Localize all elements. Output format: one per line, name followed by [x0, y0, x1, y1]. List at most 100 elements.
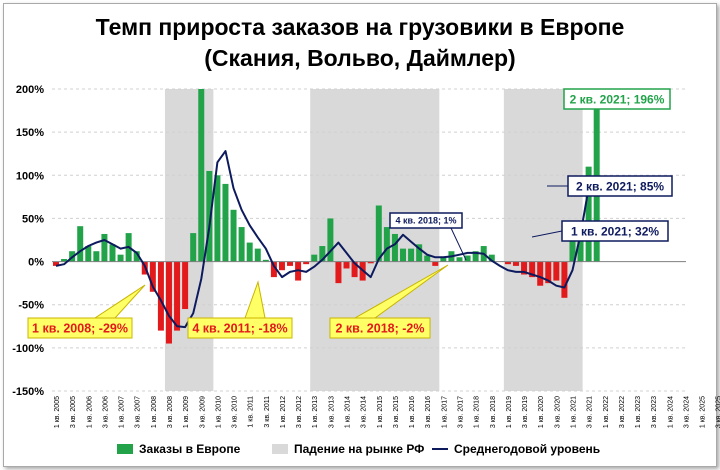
x-tick-label: 1 кв. 2023 — [635, 396, 642, 428]
legend-swatch — [117, 444, 133, 454]
order-bar — [117, 254, 124, 262]
order-bar — [383, 227, 390, 262]
order-bar — [585, 166, 592, 262]
label-2021q1-leader — [531, 230, 563, 238]
y-tick-label: -150% — [12, 386, 44, 398]
order-bar — [488, 254, 495, 262]
x-tick-label: 3 кв. 2018 — [490, 396, 497, 428]
y-tick-label: 150% — [16, 127, 44, 139]
x-tick-label: 1 кв. 2012 — [280, 396, 287, 428]
x-tick-label: 3 кв. 2024 — [683, 396, 690, 428]
order-bar — [537, 261, 544, 286]
y-axis: -150% -100% -50% 0% 50% 100% 150% 200% — [12, 84, 44, 398]
order-bar — [545, 261, 552, 284]
x-tick-label: 3 кв. 2023 — [651, 396, 658, 428]
order-bar — [456, 257, 463, 262]
x-tick-label: 1 кв. 2019 — [506, 396, 513, 428]
order-bar — [343, 261, 350, 269]
x-tick-label: 3 кв. 2006 — [102, 396, 109, 428]
order-bar — [278, 261, 285, 271]
y-tick-label: 0% — [28, 257, 44, 269]
order-bar — [198, 89, 205, 262]
order-bar — [206, 170, 213, 262]
order-bar — [238, 227, 245, 262]
order-bar — [270, 261, 277, 278]
order-bar — [222, 183, 229, 262]
order-bar — [553, 261, 560, 281]
order-bar — [351, 261, 358, 278]
y-tick-label: -50% — [18, 300, 44, 312]
legend: Заказы в Европе Падение на рынке РФ Средне… — [117, 442, 600, 456]
x-tick-label: 3 кв. 2022 — [619, 396, 626, 428]
order-bar — [367, 261, 374, 264]
order-bar — [440, 257, 447, 262]
label-2021q2-orders-text: 2 кв. 2021; 196% — [570, 92, 665, 106]
x-tick-label: 3 кв. 2019 — [522, 396, 529, 428]
x-tick-label: 1 кв. 2009 — [183, 396, 190, 428]
order-bar — [77, 226, 84, 262]
x-tick-label: 1 кв. 2016 — [409, 396, 416, 428]
x-tick-label: 1 кв. 2008 — [151, 396, 158, 428]
legend-label: Среднегодовой уровень — [454, 442, 600, 456]
x-tick-label: 1 кв. 2025 — [700, 396, 707, 428]
order-bar — [214, 175, 221, 262]
order-bar — [319, 246, 326, 262]
average-line — [55, 150, 597, 329]
callout-2011-text: 4 кв. 2011; -18% — [192, 322, 287, 336]
x-tick-label: 3 кв. 2014 — [361, 396, 368, 428]
order-bar — [521, 261, 528, 275]
x-tick-label: 1 кв. 2015 — [377, 396, 384, 428]
order-bar — [512, 261, 519, 266]
label-2018q4-box — [389, 212, 463, 229]
order-bar — [165, 261, 172, 344]
label-2018q4-text: 4 кв. 2018; 1% — [395, 216, 456, 226]
order-bar — [287, 261, 294, 266]
callout-2008-pointer — [93, 284, 146, 319]
label-2021q2-avg-text: 2 кв. 2021; 85% — [576, 179, 664, 193]
order-bar — [400, 248, 407, 262]
order-bar — [303, 261, 310, 265]
x-tick-label: 1 кв. 2017 — [441, 396, 448, 428]
order-bar — [85, 246, 92, 262]
order-bar — [246, 242, 253, 262]
x-tick-label: 3 кв. 2021 — [587, 396, 594, 428]
x-tick-label: 3 кв. 2013 — [328, 396, 335, 428]
order-bar — [133, 251, 140, 262]
order-bar — [327, 218, 334, 262]
x-tick-label: 3 кв. 2007 — [135, 396, 142, 428]
order-bar — [335, 261, 342, 284]
order-bar — [157, 261, 164, 331]
order-bar — [149, 261, 156, 292]
order-bar — [472, 251, 479, 262]
callout-2011-pointer — [244, 280, 266, 319]
order-bar — [230, 209, 237, 262]
order-bar — [311, 254, 318, 262]
label-2018q4-leader — [450, 227, 467, 261]
x-tick-label: 3 кв. 2017 — [458, 396, 465, 428]
annotations: 1 кв. 2008; -29% 4 кв. 2011; -18% 2 кв. 20… — [27, 88, 673, 339]
callout-2018-box — [329, 317, 431, 339]
x-tick-label: 1 кв. 2024 — [667, 396, 674, 428]
order-bar — [464, 255, 471, 262]
x-tick-label: 1 кв. 2011 — [248, 396, 255, 428]
label-2021q1-text: 1 кв. 2021; 32% — [571, 224, 659, 238]
x-tick-label: 3 кв. 2011 — [264, 396, 271, 428]
y-tick-label: 100% — [16, 170, 44, 182]
order-bar — [174, 261, 181, 331]
legend-label: Падение на рынке РФ — [294, 442, 424, 456]
order-bar — [577, 231, 584, 262]
average-line-path — [55, 150, 597, 329]
x-tick-label: 1 кв. 2006 — [86, 396, 93, 428]
y-tick-label: -100% — [12, 343, 44, 355]
x-tick-label: 3 кв. 2009 — [199, 396, 206, 428]
x-tick-label: 3 кв. 2015 — [393, 396, 400, 428]
legend-label: Заказы в Европе — [139, 442, 241, 456]
x-tick-label: 3 кв. 2020 — [554, 396, 561, 428]
order-bar — [182, 261, 189, 310]
callout-2008-box — [27, 317, 133, 339]
order-bar — [504, 261, 511, 265]
x-tick-label: 1 кв. 2021 — [570, 396, 577, 428]
order-bar — [375, 205, 382, 262]
rf-drop-band — [164, 89, 214, 391]
